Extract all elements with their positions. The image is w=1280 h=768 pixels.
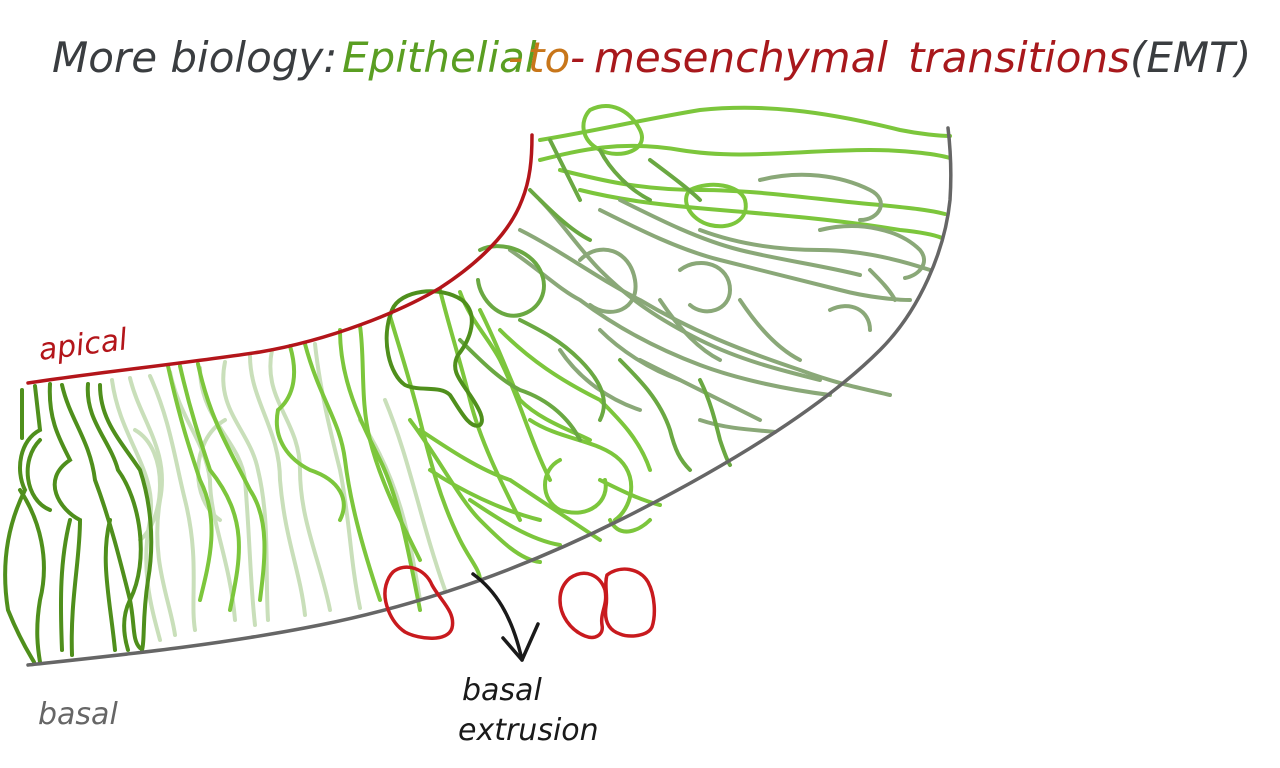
title-mesenchymal: mesenchymal <box>594 33 888 82</box>
title-dash-2: - <box>570 33 585 82</box>
extrusion-label-line1: basal <box>462 673 542 708</box>
title-prefix: More biology: <box>52 33 337 82</box>
dark-green-cells <box>3 382 154 664</box>
reshaping-cell <box>384 289 484 428</box>
apical-surface-line <box>26 133 534 385</box>
extruded-cell-middle <box>558 571 608 640</box>
page-title: More biology: Epithelial - to - mesenchy… <box>52 33 1251 82</box>
mid-green-cells <box>458 138 732 472</box>
extrusion-arrow <box>471 572 540 662</box>
title-epithelial: Epithelial <box>342 33 537 82</box>
title-dash-1: - <box>508 33 523 82</box>
extrusion-label: basal extrusion <box>458 673 599 748</box>
title-transitions: transitions <box>908 33 1130 82</box>
title-to: to <box>528 33 570 82</box>
extruded-cells <box>383 565 657 640</box>
title-abbrev: (EMT) <box>1130 33 1251 82</box>
olive-cells <box>508 172 932 434</box>
extrusion-label-line2: extrusion <box>458 713 599 748</box>
apical-label: apical <box>37 322 130 368</box>
extruded-cell-left <box>383 565 455 640</box>
basal-label: basal <box>38 697 118 732</box>
light-green-cells <box>166 104 952 612</box>
pale-cells <box>110 342 447 642</box>
extruded-cell-right <box>603 567 657 638</box>
basal-surface-line <box>26 126 953 667</box>
